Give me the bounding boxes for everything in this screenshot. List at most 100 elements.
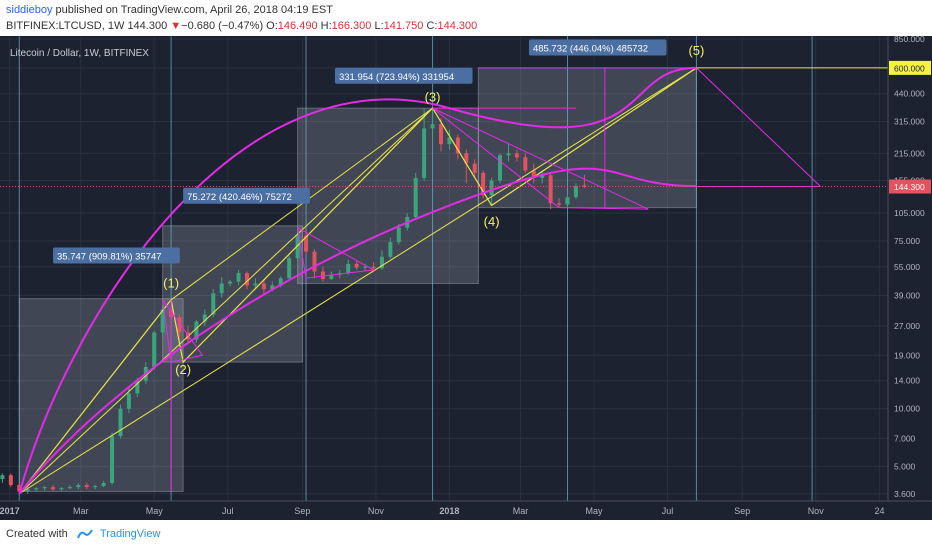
- x-tick-label: 2018: [439, 506, 459, 516]
- candle-body: [67, 487, 72, 489]
- candle-body: [0, 475, 5, 479]
- author-link[interactable]: siddieboy: [6, 4, 53, 16]
- candle-body: [34, 488, 39, 490]
- candle-body: [540, 175, 545, 178]
- candle-body: [582, 185, 587, 187]
- candle-body: [17, 484, 22, 492]
- candle-body: [557, 203, 562, 205]
- y-tick-label: 315.000: [894, 117, 925, 127]
- wave-1-3-line: [18, 107, 433, 495]
- drawings: [0, 66, 888, 495]
- candle-body: [481, 172, 486, 196]
- elliott-wave-line: [18, 67, 697, 495]
- y-tick-label: 19.000: [894, 350, 920, 360]
- wave-label: (2): [175, 362, 191, 377]
- price-tag-text: 600.000: [894, 63, 925, 73]
- x-tick-label: Nov: [368, 506, 385, 516]
- candle-body: [194, 321, 199, 340]
- candle-body: [396, 227, 401, 243]
- candle-body: [101, 482, 106, 487]
- y-tick-label: 105.000: [894, 208, 925, 218]
- upper-arc: [18, 66, 697, 495]
- last-price: 144.300: [127, 20, 168, 32]
- measure-label-box: [183, 187, 310, 204]
- measure-label-text: 35.747 (909.81%) 35747: [57, 252, 162, 263]
- candle-body: [329, 274, 334, 280]
- candle-body: [253, 283, 258, 286]
- y-tick-label: 55.000: [894, 262, 920, 272]
- symbol-label: BITFINEX:LTCUSD, 1W: [6, 20, 125, 32]
- lower-arc: [18, 167, 697, 495]
- candle-body: [135, 380, 140, 394]
- y-tick-label: 850.000: [894, 36, 925, 44]
- projection-drop: [696, 67, 821, 187]
- wave-label: (1): [163, 275, 179, 290]
- candle-body: [118, 408, 123, 437]
- candle-body: [472, 163, 477, 173]
- candle-body: [278, 278, 283, 286]
- candle-body: [565, 197, 570, 205]
- x-tick-label: 2017: [0, 506, 20, 516]
- price-tag-box: [889, 179, 931, 194]
- candle-body: [110, 436, 115, 483]
- wave-label: (3): [425, 90, 441, 105]
- price-axis-bg: [888, 36, 932, 520]
- low-value: 141.750: [383, 20, 424, 32]
- y-tick-label: 3.600: [894, 489, 916, 499]
- wave-1-3-trend: [170, 107, 433, 301]
- x-tick-label: Mar: [513, 506, 529, 516]
- chart-footer: Created with TradingView: [0, 520, 932, 550]
- high-label: H:: [320, 20, 332, 32]
- candle-body: [548, 175, 553, 204]
- price-tag-text: 144.300: [894, 182, 925, 192]
- candle-body: [388, 242, 393, 257]
- candle-body: [363, 266, 368, 268]
- candle-body: [152, 332, 157, 368]
- measure-box: [297, 107, 479, 285]
- candle-body: [312, 251, 317, 272]
- wave-label: (4): [484, 214, 500, 229]
- candlestick-chart[interactable]: 35.747 (909.81%) 35747 75.272 (420.46%) 7…: [0, 34, 932, 520]
- measure-label-text: 485.732 (446.04%) 485732: [533, 44, 648, 55]
- candle-body: [489, 180, 494, 196]
- x-tick-label: 24: [875, 506, 885, 516]
- candle-body: [59, 488, 64, 490]
- low-label: L:: [374, 20, 384, 32]
- candle-body: [126, 393, 131, 409]
- price-tag-box: [889, 60, 931, 75]
- wave-1-5-line: [19, 67, 697, 495]
- candle-body: [354, 263, 359, 268]
- candle-body: [25, 489, 30, 492]
- candle-body: [438, 124, 443, 145]
- chart-area[interactable]: 35.747 (909.81%) 35747 75.272 (420.46%) 7…: [0, 34, 932, 520]
- candle-body: [430, 124, 435, 129]
- measure-box: [162, 225, 303, 363]
- candle-body: [523, 157, 528, 171]
- candle-body: [76, 484, 81, 488]
- y-tick-label: 75.000: [894, 236, 920, 246]
- close-label: C:: [426, 20, 438, 32]
- y-tick-label: 440.000: [894, 89, 925, 99]
- x-tick-label: May: [146, 506, 164, 516]
- candle-body: [202, 314, 207, 322]
- tradingview-brand[interactable]: TradingView: [99, 528, 161, 540]
- candle-body: [320, 271, 325, 280]
- open-label: O:: [266, 20, 278, 32]
- symbol-info: BITFINEX:LTCUSD, 1W 144.300 ▼−0.680 (−0.…: [6, 20, 477, 32]
- x-tick-label: Jul: [222, 506, 234, 516]
- y-tick-label: 215.000: [894, 148, 925, 158]
- candle-body: [573, 186, 578, 198]
- x-tick-label: Jul: [662, 506, 674, 516]
- grid: [0, 36, 888, 501]
- candle-body: [379, 256, 384, 269]
- candle-body: [514, 153, 519, 158]
- candle-body: [211, 293, 216, 315]
- candle-body: [160, 309, 165, 333]
- candle-body: [245, 273, 250, 286]
- y-tick-label: 7.000: [894, 433, 916, 443]
- candle-body: [498, 155, 503, 181]
- y-tick-label: 14.000: [894, 376, 920, 386]
- x-tick-label: Sep: [734, 506, 750, 516]
- created-with-label: Created with: [6, 528, 68, 540]
- candle-body: [455, 137, 460, 154]
